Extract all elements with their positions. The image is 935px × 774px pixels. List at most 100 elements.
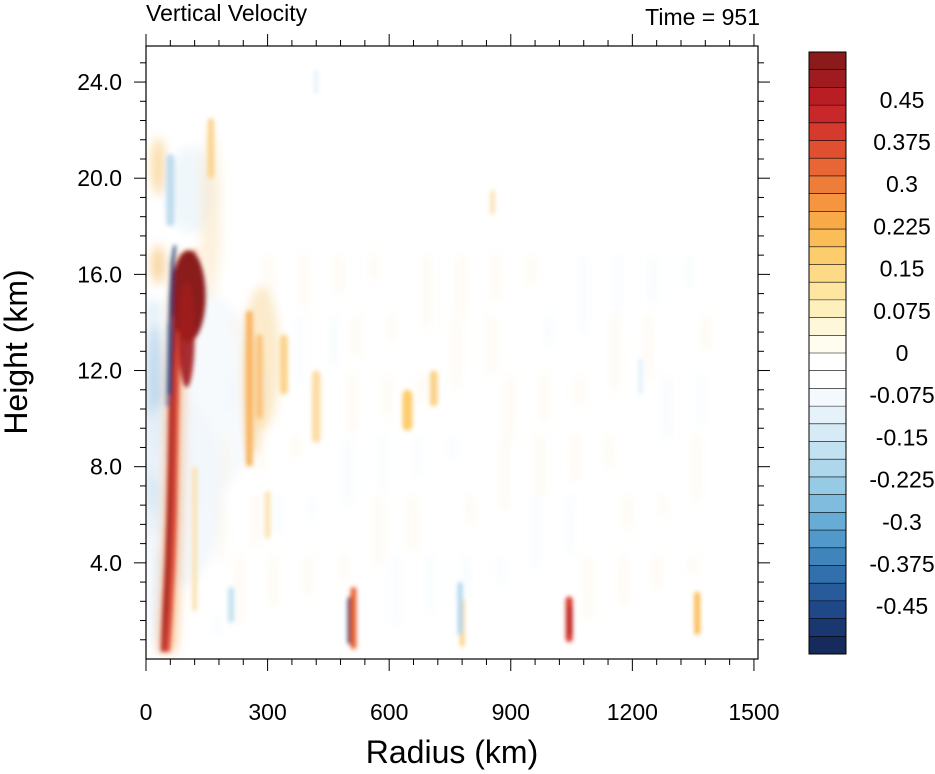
- field-texture: [306, 555, 310, 595]
- field-texture: [586, 555, 590, 619]
- colorbar-label: 0.3: [886, 171, 918, 197]
- field-texture: [332, 315, 336, 369]
- colorbar-swatch: [809, 87, 846, 106]
- colorbar-swatch: [809, 423, 846, 442]
- field-texture: [582, 255, 586, 333]
- colorbar-label: -0.225: [869, 467, 934, 493]
- field-streak: [350, 586, 357, 650]
- field-streak: [402, 389, 413, 431]
- field-texture: [656, 555, 660, 590]
- colorbar-swatch: [809, 476, 846, 495]
- colorbar-swatch: [809, 193, 846, 212]
- field-texture: [700, 375, 704, 426]
- field-texture: [616, 255, 620, 318]
- field-texture: [302, 255, 306, 309]
- field-texture: [494, 255, 498, 299]
- field-texture: [507, 375, 511, 436]
- field-texture: [695, 435, 699, 501]
- field-texture: [237, 555, 241, 623]
- field-texture: [533, 495, 537, 571]
- field-texture: [691, 555, 695, 575]
- field-texture: [499, 555, 503, 585]
- time-label: Time = 951: [645, 4, 760, 30]
- y-tick-label: 8.0: [90, 454, 122, 480]
- field-texture: [372, 255, 376, 280]
- colorbar-swatch: [809, 370, 846, 389]
- field-texture: [415, 435, 419, 477]
- field-texture: [381, 435, 385, 491]
- colorbar-label: -0.3: [882, 509, 922, 535]
- colorbar-swatch: [809, 282, 846, 301]
- colorbar-swatch: [809, 317, 846, 336]
- colorbar-swatch: [809, 459, 846, 478]
- field-texture: [355, 315, 359, 357]
- field-texture: [608, 435, 612, 467]
- field-blob: [150, 137, 166, 196]
- field-texture: [394, 555, 398, 628]
- field-blob: [200, 130, 221, 299]
- field-streak: [256, 334, 263, 419]
- field-streak: [568, 606, 573, 635]
- y-tick-label: 12.0: [77, 358, 122, 384]
- colorbar-swatch: [809, 140, 846, 159]
- field-texture: [704, 315, 708, 352]
- colorbar-swatch: [809, 530, 846, 549]
- colorbar-label: -0.45: [876, 593, 928, 619]
- x-tick-label: 600: [370, 699, 408, 725]
- field-texture: [450, 435, 454, 462]
- x-tick-label: 300: [248, 699, 286, 725]
- colorbar-swatch: [809, 122, 846, 141]
- field-texture: [389, 315, 393, 342]
- colorbar-swatch: [809, 69, 846, 88]
- colorbar-swatch: [809, 229, 846, 248]
- colorbar-swatch: [809, 158, 846, 177]
- field-detail-layer: [160, 70, 701, 652]
- colorbar-label: -0.15: [876, 424, 928, 450]
- y-axis: 4.0 8.0 12.0 16.0 20.0 24.0: [77, 62, 770, 641]
- field-texture: [223, 435, 227, 486]
- colorbar-swatch: [809, 600, 846, 619]
- field-texture: [455, 315, 459, 388]
- field-streak: [312, 370, 321, 443]
- x-tick-label: 900: [492, 699, 530, 725]
- field-texture: [297, 315, 301, 383]
- field-texture: [341, 555, 345, 580]
- field-blob: [150, 245, 166, 284]
- eyewall-core: [162, 250, 192, 652]
- field-streak: [192, 466, 198, 611]
- field-streak: [166, 154, 175, 227]
- field-texture: [529, 255, 533, 284]
- colorbar-swatch: [809, 299, 846, 318]
- field-texture: [490, 315, 494, 373]
- field-streak: [245, 310, 253, 467]
- colorbar-swatch: [809, 618, 846, 637]
- colorbar-swatch: [809, 547, 846, 566]
- field-streak: [694, 591, 701, 635]
- colorbar-label: 0.375: [873, 129, 931, 155]
- x-axis-label: Radius (km): [366, 734, 538, 770]
- colorbar-swatch: [809, 406, 846, 425]
- field-texture: [429, 555, 433, 614]
- field-texture: [311, 495, 315, 520]
- field-texture: [254, 495, 258, 547]
- field-texture: [424, 255, 428, 328]
- field-texture: [647, 315, 651, 378]
- field-texture: [547, 315, 551, 347]
- colorbar-swatch: [809, 583, 846, 602]
- field-streak: [207, 118, 214, 179]
- field-texture: [568, 495, 572, 556]
- colorbar-label: 0.075: [873, 298, 931, 324]
- field-texture: [411, 495, 415, 551]
- eye-downdraft: [167, 245, 176, 395]
- colorbar-swatch: [809, 175, 846, 194]
- field-texture: [464, 555, 468, 599]
- field-texture: [258, 435, 262, 472]
- field-texture: [272, 555, 276, 609]
- colorbar-label: -0.075: [869, 382, 934, 408]
- field-streak: [457, 582, 463, 635]
- field-texture: [385, 375, 389, 417]
- x-tick-label: 1200: [607, 699, 658, 725]
- field-texture: [263, 375, 267, 397]
- field-texture: [219, 495, 223, 561]
- colorbar-label: 0.225: [873, 213, 931, 239]
